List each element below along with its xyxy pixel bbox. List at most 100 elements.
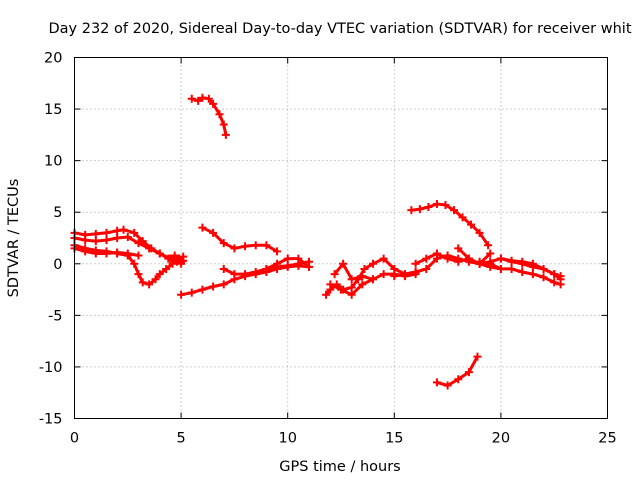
data-point — [496, 254, 505, 263]
data-point — [209, 282, 218, 291]
data-point — [407, 206, 416, 215]
data-point — [443, 254, 452, 263]
data-point — [556, 272, 565, 281]
data-point — [283, 261, 292, 270]
data-point — [209, 99, 218, 108]
data-point — [204, 94, 213, 103]
data-point — [464, 368, 473, 377]
data-point — [221, 130, 230, 139]
data-point — [194, 96, 203, 105]
data-point — [411, 259, 420, 268]
data-point — [496, 264, 505, 273]
y-tick-label: 10 — [44, 154, 62, 170]
y-tick-label: -10 — [39, 360, 63, 376]
data-point — [556, 280, 565, 289]
data-point — [187, 94, 196, 103]
data-point — [119, 225, 128, 234]
data-point — [415, 205, 424, 214]
series-track-18 — [475, 257, 565, 289]
data-point — [294, 254, 303, 263]
data-point — [241, 242, 250, 251]
data-point — [283, 254, 292, 263]
data-point — [339, 259, 348, 268]
y-tick-label: -15 — [39, 412, 63, 428]
series-line — [190, 96, 228, 137]
data-point — [219, 280, 228, 289]
data-point — [400, 270, 409, 279]
data-point — [273, 247, 282, 256]
series-track-8 — [198, 223, 282, 256]
data-point — [198, 223, 207, 232]
x-tick-label: 10 — [278, 431, 296, 447]
data-point — [113, 234, 122, 242]
ticks: 0 5 10 15 20 25 -15 -10 -5 0 5 10 15 20 — [39, 51, 617, 447]
data-point — [464, 254, 473, 263]
series-track-19 — [496, 254, 565, 281]
data-point — [251, 268, 260, 277]
data-point — [130, 259, 139, 268]
data-point — [507, 256, 516, 265]
series-line — [478, 260, 563, 286]
data-point — [379, 254, 388, 263]
series-line — [168, 254, 185, 263]
data-point — [475, 257, 484, 266]
data-point — [539, 273, 548, 282]
series-track-6 — [177, 261, 314, 299]
data-point — [145, 280, 154, 289]
data-point — [347, 290, 356, 299]
x-tick-label: 20 — [492, 431, 510, 447]
data-point — [347, 275, 356, 284]
data-point — [379, 270, 388, 279]
data-point — [467, 220, 476, 229]
data-point — [262, 264, 271, 273]
data-point — [177, 290, 186, 299]
data-point — [134, 251, 143, 260]
data-point — [230, 270, 239, 279]
data-point — [81, 236, 90, 245]
series-track-9 — [262, 254, 314, 273]
x-tick-label: 15 — [385, 431, 403, 447]
data-point — [123, 232, 132, 241]
data-point — [155, 270, 164, 279]
y-tick-label: 5 — [53, 205, 62, 221]
data-point — [368, 259, 377, 268]
data-point — [484, 241, 493, 250]
series-track-1 — [70, 225, 186, 268]
data-point — [443, 381, 452, 390]
chart-title: Day 232 of 2020, Sidereal Day-to-day VTE… — [48, 21, 631, 37]
data-point — [187, 288, 196, 297]
data-point — [326, 280, 335, 289]
data-point — [424, 203, 433, 212]
series-track-10 — [187, 93, 230, 139]
data-point — [550, 278, 559, 287]
data-point — [168, 259, 177, 268]
data-point — [170, 251, 179, 260]
data-point — [368, 275, 377, 284]
data-point — [358, 272, 367, 281]
data-point — [507, 264, 516, 273]
series-track-5 — [166, 251, 188, 265]
y-tick-label: 20 — [44, 51, 62, 67]
series-track-20 — [432, 352, 482, 390]
series-line — [73, 243, 185, 286]
data-point — [330, 270, 339, 279]
data-point — [134, 270, 143, 279]
series-group — [70, 93, 565, 390]
data-point — [441, 200, 450, 209]
data-point — [305, 262, 314, 271]
data-point — [347, 283, 356, 292]
data-point — [458, 213, 467, 222]
data-point — [539, 264, 548, 273]
data-point — [155, 249, 164, 258]
data-point — [454, 244, 463, 253]
data-point — [486, 249, 495, 258]
data-point — [411, 268, 420, 277]
x-tick-label: 25 — [598, 431, 616, 447]
data-point — [219, 264, 228, 273]
data-point — [473, 352, 482, 361]
data-point — [454, 375, 463, 384]
data-point — [151, 275, 160, 284]
data-point — [113, 226, 122, 235]
data-point — [273, 259, 282, 268]
